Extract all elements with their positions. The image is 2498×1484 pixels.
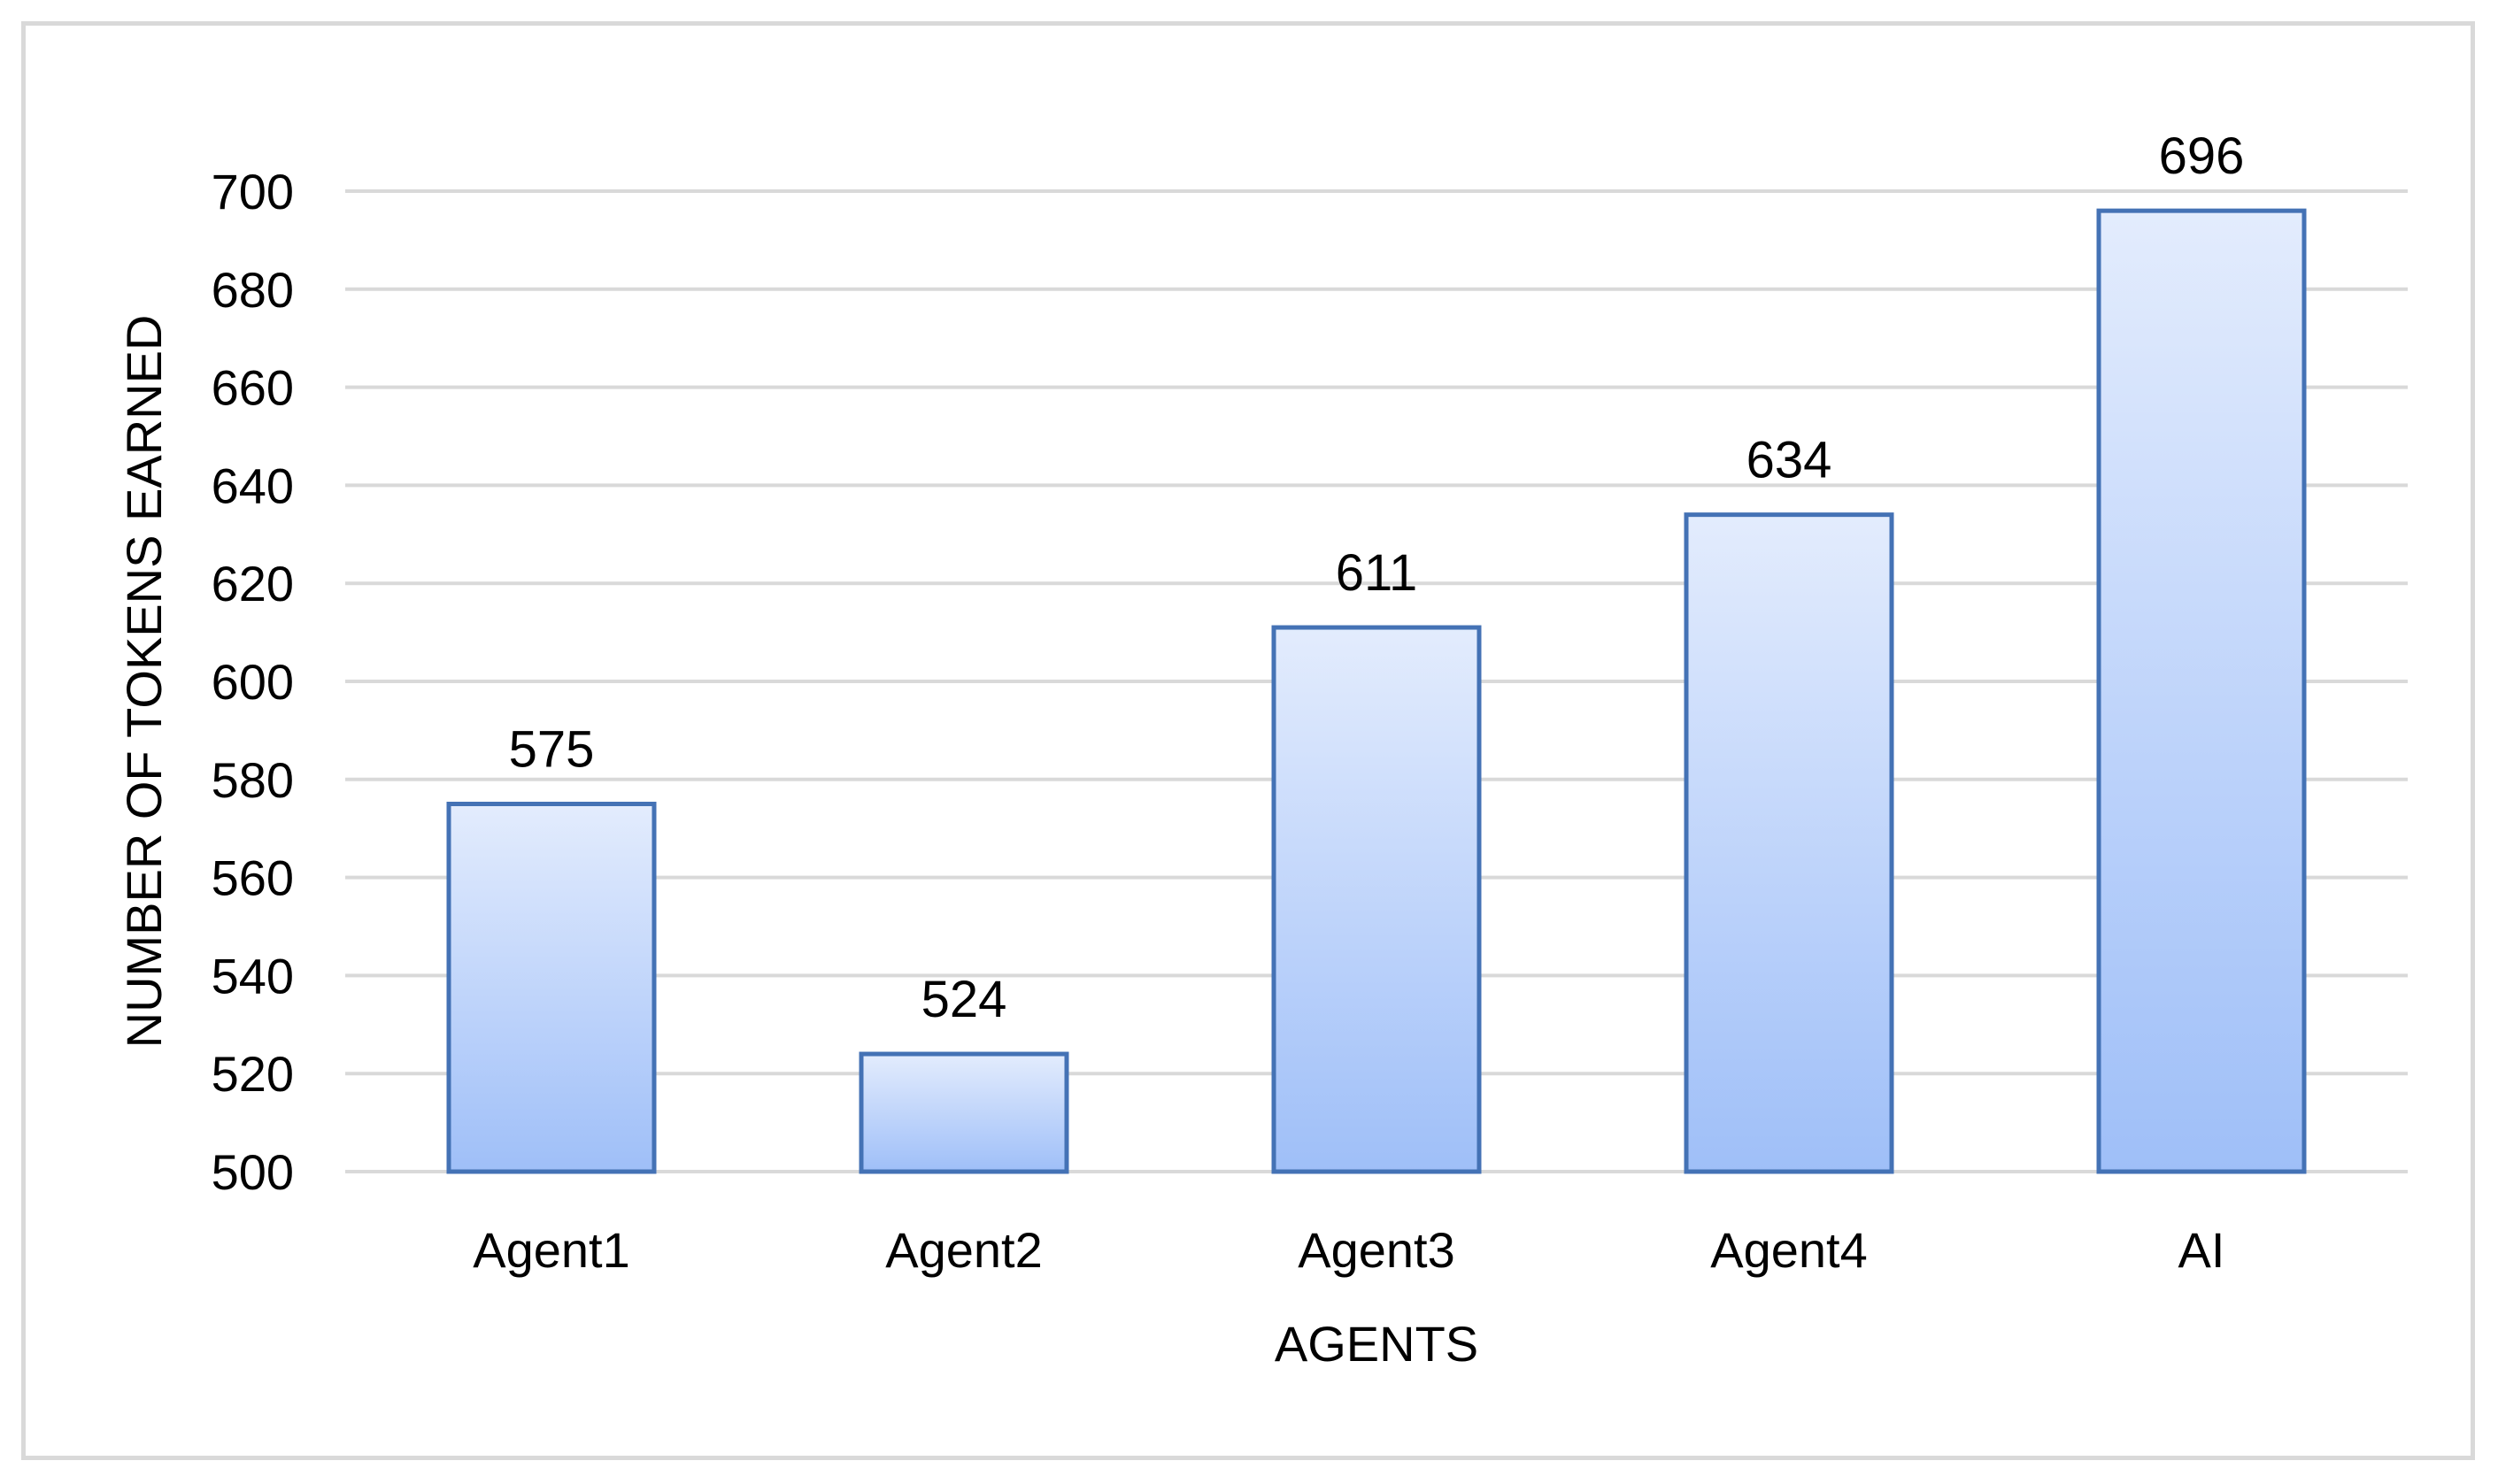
bars bbox=[446, 208, 2307, 1174]
y-tick-label: 700 bbox=[212, 164, 294, 219]
y-tick-label: 500 bbox=[212, 1144, 294, 1200]
x-tick-label-agent1: Agent1 bbox=[473, 1222, 630, 1278]
x-tick-label-agent4: Agent4 bbox=[1710, 1222, 1868, 1278]
gridlines bbox=[345, 189, 2408, 1173]
data-label-agent2: 524 bbox=[921, 971, 1007, 1028]
bar-agent4 bbox=[1684, 512, 1894, 1174]
y-tick-label: 640 bbox=[212, 458, 294, 513]
bar-agent2 bbox=[859, 1051, 1069, 1174]
x-tick-label-agent3: Agent3 bbox=[1298, 1222, 1455, 1278]
x-axis-title: AGENTS bbox=[1275, 1316, 1478, 1372]
x-tick-label-ai: AI bbox=[2178, 1222, 2225, 1278]
y-tick-label: 540 bbox=[212, 948, 294, 1003]
y-tick-label: 580 bbox=[212, 752, 294, 808]
x-tick-label-agent2: Agent2 bbox=[885, 1222, 1043, 1278]
y-tick-label: 560 bbox=[212, 850, 294, 906]
data-label-ai: 696 bbox=[2159, 127, 2245, 185]
bar-ai bbox=[2096, 208, 2307, 1174]
data-label-agent3: 611 bbox=[1336, 544, 1417, 602]
y-axis-ticks: 500 520 540 560 580 600 620 640 660 680 700 bbox=[212, 164, 294, 1200]
data-labels: 575 524 611 634 696 bbox=[509, 127, 2245, 1028]
y-tick-label: 620 bbox=[212, 556, 294, 611]
y-axis-title: NUMBER OF TOKENS EARNED bbox=[116, 315, 172, 1049]
y-tick-label: 680 bbox=[212, 262, 294, 318]
y-tick-label: 600 bbox=[212, 654, 294, 710]
data-label-agent4: 634 bbox=[1746, 432, 1832, 489]
bar-agent1 bbox=[446, 802, 657, 1174]
chart-frame bbox=[21, 21, 2475, 1460]
bar-agent3 bbox=[1271, 625, 1482, 1174]
x-axis-categories: Agent1 Agent2 Agent3 Agent4 AI bbox=[473, 1222, 2224, 1278]
y-tick-label: 660 bbox=[212, 360, 294, 416]
data-label-agent1: 575 bbox=[509, 721, 595, 779]
y-tick-label: 520 bbox=[212, 1046, 294, 1102]
